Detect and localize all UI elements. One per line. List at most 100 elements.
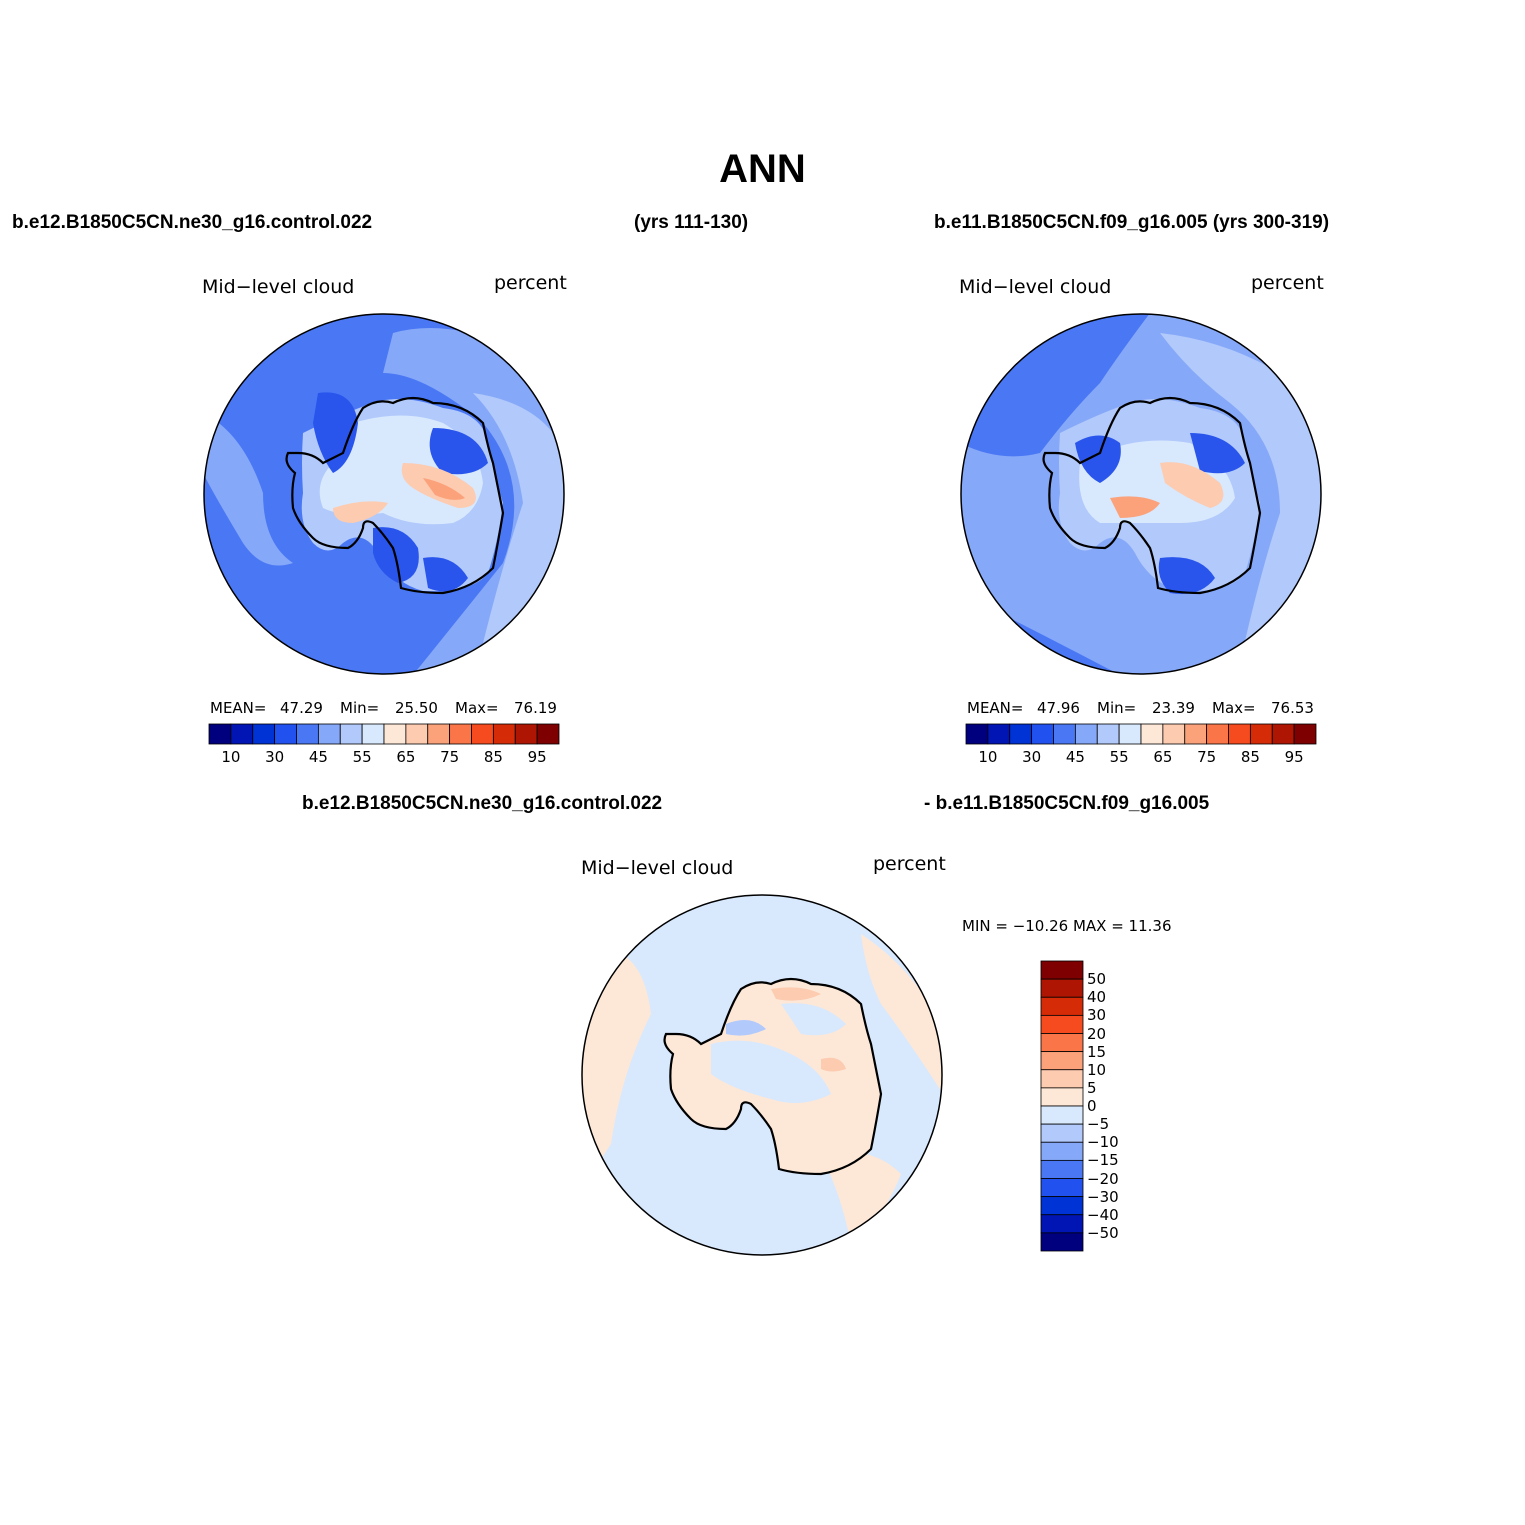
- panel2-min: 23.39: [1152, 699, 1195, 717]
- cbar1-swatch: [252, 723, 276, 745]
- cbar1-swatch: [514, 723, 538, 745]
- cbar3-tick-label: −20: [1087, 1169, 1119, 1188]
- cbar2-tick-label: 45: [1065, 748, 1085, 766]
- panel2-min-label: Min=: [1097, 699, 1137, 717]
- cbar2-tick-label: 95: [1284, 748, 1304, 766]
- cbar3-swatch: [1040, 996, 1084, 1016]
- cbar3-tick-label: 30: [1087, 1006, 1107, 1025]
- cbar3-swatch: [1040, 1196, 1084, 1216]
- cbar1-tick-label: 65: [396, 748, 416, 766]
- cbar3-swatch: [1040, 960, 1084, 980]
- cbar3-swatch: [1040, 1105, 1084, 1125]
- map1-border: [203, 313, 565, 675]
- cbar2-swatch: [1140, 723, 1164, 745]
- cbar1-tick-label: 75: [440, 748, 460, 766]
- cbar2-swatch: [1074, 723, 1098, 745]
- cbar1-swatch: [208, 723, 232, 745]
- colorbar-panel2-labels: 10 30 45 55 65 75 85 95: [966, 748, 1316, 768]
- map3-peach-2: [821, 1057, 846, 1072]
- map1-coastline: [285, 396, 505, 595]
- panel1-max: 76.19: [514, 699, 557, 717]
- map2-coastline: [1042, 396, 1262, 595]
- cbar1-swatch: [274, 723, 297, 745]
- cbar2-tick-label: 10: [978, 748, 998, 766]
- cbar2-swatch: [1249, 723, 1273, 745]
- map2-peach-band: [1160, 462, 1224, 508]
- cbar1-tick-label: 95: [527, 748, 547, 766]
- map3-blue-interior-2: [781, 1003, 846, 1036]
- map3-orange-e: [861, 934, 942, 1094]
- map1-blue-patch-4: [423, 557, 468, 592]
- cbar3-swatch: [1040, 1178, 1084, 1198]
- cbar1-tick-label: 85: [483, 748, 503, 766]
- map2-border: [960, 313, 1322, 675]
- cbar3-tick-label: 20: [1087, 1024, 1107, 1043]
- cbar3-tick-label: 40: [1087, 988, 1107, 1007]
- cbar3-swatch: [1040, 1232, 1084, 1252]
- cbar2-swatch: [987, 723, 1011, 745]
- map2-peach-band-2: [1110, 496, 1160, 518]
- cbar3-tick-label: −15: [1087, 1151, 1119, 1170]
- cbar1-tick-label: 10: [221, 748, 241, 766]
- cbar1-swatch: [317, 723, 341, 745]
- map2-blue-patch-3: [1158, 557, 1215, 594]
- map1-blue-patch-2: [429, 428, 488, 475]
- cbar3-tick-label: −30: [1087, 1187, 1119, 1206]
- cbar2-swatch: [1096, 723, 1120, 745]
- panel1-variable: Mid−level cloud: [202, 276, 355, 298]
- map3-pale-blue-1: [726, 1020, 766, 1036]
- map-panel1: [203, 313, 565, 675]
- cbar2-swatch: [1031, 723, 1054, 745]
- map3-peach-1: [771, 987, 821, 1001]
- map-panel3: [581, 894, 943, 1256]
- map2-pale-e: [1160, 333, 1321, 663]
- map3-blue-interior: [711, 1040, 831, 1103]
- cbar3-swatch: [1040, 1141, 1084, 1161]
- cbar3-tick-label: −5: [1087, 1115, 1110, 1134]
- cbar1-swatch: [471, 723, 494, 745]
- cbar3-swatch: [1040, 1033, 1084, 1053]
- cbar1-swatch: [383, 723, 407, 745]
- map3-orange-se: [821, 1151, 901, 1244]
- cbar1-swatch: [492, 723, 516, 745]
- figure-title: ANN: [719, 147, 806, 191]
- cbar2-swatch: [1293, 723, 1317, 745]
- panel1-units: percent: [494, 272, 567, 294]
- map2-blue-patch-2: [1190, 433, 1245, 474]
- cbar3-tick-label: 15: [1087, 1042, 1107, 1061]
- diff-case-b: - b.e11.B1850C5CN.f09_g16.005: [924, 793, 1210, 814]
- cbar2-tick-label: 30: [1022, 748, 1042, 766]
- cbar2-swatch: [1271, 723, 1295, 745]
- panel2-units: percent: [1251, 272, 1324, 294]
- map1-blue-patch-1: [313, 392, 358, 473]
- map3-coastline: [663, 977, 883, 1176]
- cbar3-tick-label: 5: [1087, 1078, 1097, 1097]
- panel3-variable: Mid−level cloud: [581, 857, 734, 879]
- cbar1-swatch: [405, 723, 429, 745]
- panel3-minmax: MIN = −10.26 MAX = 11.36: [962, 917, 1172, 935]
- cbar3-swatch: [1040, 1087, 1084, 1107]
- cbar1-swatch: [339, 723, 363, 745]
- panel2-mean-label: MEAN=: [967, 699, 1024, 717]
- panel1-mean: 47.29: [280, 699, 323, 717]
- cbar2-swatch: [1206, 723, 1229, 745]
- panel2-mean: 47.96: [1037, 699, 1080, 717]
- case-name-left: b.e12.B1850C5CN.ne30_g16.control.022: [12, 212, 373, 233]
- map2-blue-patch-1: [1075, 435, 1121, 483]
- panel1-min-label: Min=: [340, 699, 380, 717]
- colorbar-diff: [1040, 960, 1084, 1252]
- cbar1-tick-label: 45: [308, 748, 328, 766]
- case-years-left: (yrs 111-130): [634, 212, 749, 233]
- panel2-variable: Mid−level cloud: [959, 276, 1112, 298]
- cbar3-tick-label: 0: [1087, 1097, 1097, 1115]
- cbar1-swatch: [361, 723, 385, 745]
- cbar1-swatch: [230, 723, 254, 745]
- colorbar-panel1-labels: 10 30 45 55 65 75 85 95: [209, 748, 559, 768]
- cbar3-tick-label: −40: [1087, 1205, 1119, 1224]
- cbar2-tick-label: 65: [1153, 748, 1173, 766]
- cbar3-swatch: [1040, 1014, 1084, 1034]
- cbar3-swatch: [1040, 978, 1084, 998]
- cbar3-tick-label: −50: [1087, 1223, 1119, 1242]
- panel1-max-label: Max=: [455, 699, 499, 717]
- cbar2-swatch: [1184, 723, 1208, 745]
